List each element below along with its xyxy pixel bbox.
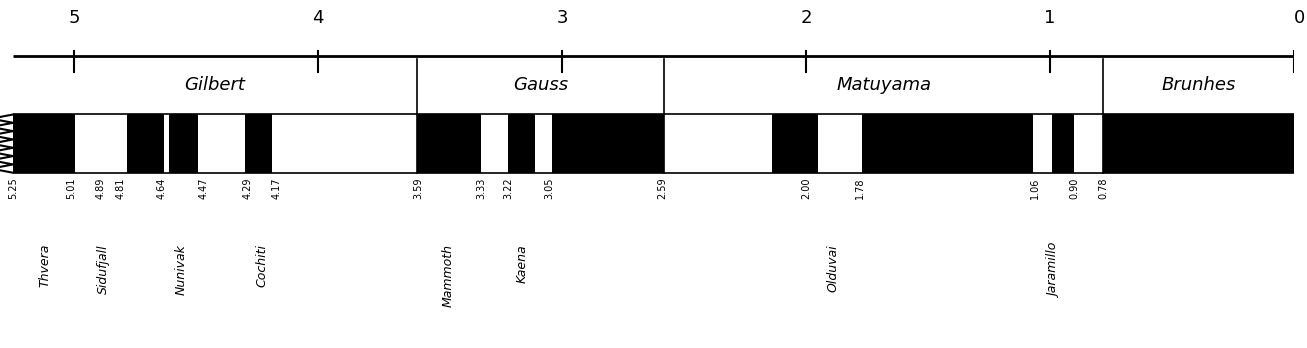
Text: 5: 5 (68, 9, 80, 27)
Text: 3.33: 3.33 (477, 177, 486, 199)
Text: 2.00: 2.00 (801, 177, 810, 199)
Bar (74, 114, 127, 173)
Text: Mammoth: Mammoth (442, 244, 455, 307)
Bar (1033, 114, 1052, 173)
Text: Gilbert: Gilbert (184, 76, 246, 94)
Text: 1: 1 (1044, 9, 1056, 27)
Text: Thvera: Thvera (38, 244, 51, 287)
Bar (1074, 114, 1103, 173)
Text: 4.47: 4.47 (199, 177, 208, 199)
Bar (481, 114, 508, 173)
Text: 0 Ma: 0 Ma (1294, 9, 1307, 27)
Text: 0.78: 0.78 (1099, 177, 1108, 199)
Text: 4: 4 (312, 9, 324, 27)
Bar (818, 114, 863, 173)
Text: 2.59: 2.59 (657, 177, 667, 199)
Text: Gauss: Gauss (512, 76, 569, 94)
Text: 4.64: 4.64 (157, 177, 167, 199)
Text: Cochiti: Cochiti (255, 244, 268, 287)
Text: 3.59: 3.59 (413, 177, 423, 199)
Text: 4.89: 4.89 (95, 177, 106, 199)
Text: 3.22: 3.22 (503, 177, 514, 199)
Text: 2: 2 (800, 9, 812, 27)
Text: 1.78: 1.78 (855, 177, 865, 199)
Bar (535, 114, 553, 173)
Bar (664, 114, 772, 173)
Text: Sidufjall: Sidufjall (97, 244, 110, 294)
Text: 4.17: 4.17 (272, 177, 281, 199)
Bar (165, 114, 169, 173)
Text: Brunhes: Brunhes (1162, 76, 1236, 94)
Text: 0.90: 0.90 (1069, 177, 1080, 199)
Text: Matuyama: Matuyama (836, 76, 932, 94)
Bar (197, 114, 244, 173)
Text: 5.01: 5.01 (67, 177, 77, 199)
Text: Jaramillo: Jaramillo (1048, 244, 1061, 298)
Text: Kaena: Kaena (515, 244, 528, 283)
Text: 3.05: 3.05 (545, 177, 554, 199)
Text: Nunivak: Nunivak (175, 244, 188, 295)
Text: 3: 3 (557, 9, 567, 27)
Bar (13, 114, 1294, 173)
Text: 5.25: 5.25 (8, 177, 18, 199)
Text: Olduvai: Olduvai (826, 244, 839, 292)
Bar (13, 114, 1294, 173)
Text: 4.81: 4.81 (115, 177, 125, 199)
Text: 4.29: 4.29 (242, 177, 252, 199)
Text: 1.06: 1.06 (1030, 177, 1040, 199)
Bar (272, 114, 417, 173)
